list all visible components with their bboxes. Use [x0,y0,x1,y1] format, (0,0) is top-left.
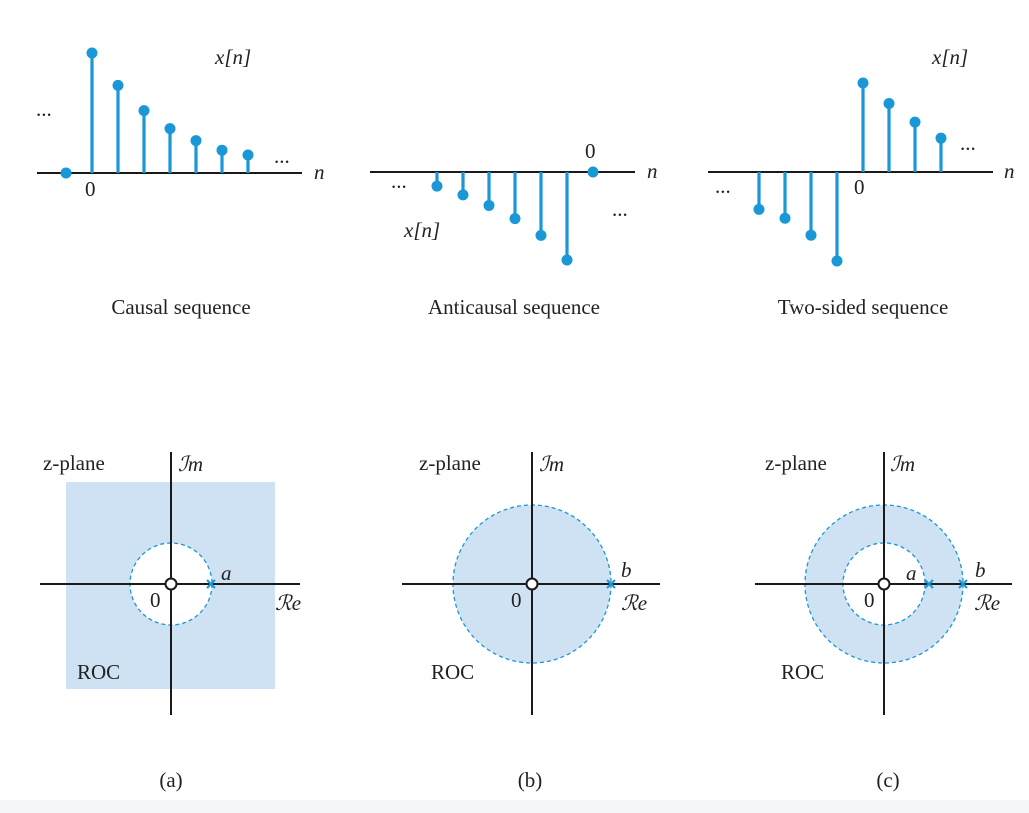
z-plane-a-re-label: ℛe [275,591,301,615]
anticausal-sample-2 [483,199,495,211]
z-plane-a-im-label: ℐm [178,452,203,476]
causal-stems [60,47,254,179]
twosided-sequence-panel: ... ... 0 n x[n] Two-sided sequence [708,45,1015,319]
anticausal-origin-label: 0 [585,139,596,163]
causal-sample-3 [138,105,150,117]
twosided-sample-5 [883,97,895,109]
z-plane-a-panel: z-plane ℐm ℛe 0 a ROC (a) [40,451,301,792]
anticausal-sequence-panel: ... ... 0 n x[n] Anticausal sequence [370,139,658,319]
twosided-signal-label: x[n] [931,45,968,69]
pole-a-marker-c [924,579,934,589]
anticausal-left-ellipsis: ... [391,169,407,193]
causal-caption: Causal sequence [111,295,250,319]
z-plane-c-pole-a-label: a [906,561,917,585]
twosided-n-axis-label: n [1004,159,1015,183]
z-plane-b-roc-label: ROC [431,660,474,684]
z-plane-c-roc-label: ROC [781,660,824,684]
anticausal-right-ellipsis: ... [612,197,628,221]
panel-label-c: (c) [876,768,899,792]
panel-label-a: (a) [159,768,182,792]
causal-sample-2 [112,79,124,91]
pole-a-marker [206,579,216,589]
twosided-sample-6 [909,116,921,128]
anticausal-sample-4 [535,229,547,241]
causal-sample-6 [216,144,228,156]
causal-sequence-panel: ... ... 0 n x[n] Causal sequence [36,45,325,319]
bottom-bar [0,800,1029,813]
causal-sample-5 [190,135,202,147]
z-plane-b-panel: z-plane ℐm ℛe 0 b ROC (b) [402,451,660,792]
twosided-sample-1 [779,212,791,224]
twosided-stems [753,77,947,267]
twosided-left-ellipsis: ... [715,174,731,198]
z-plane-c-origin-label: 0 [864,588,875,612]
panel-label-b: (b) [518,768,543,792]
causal-sample-4 [164,123,176,135]
z-plane-c-re-label: ℛe [974,591,1000,615]
z-plane-c-title: z-plane [765,451,827,475]
z-plane-b-im-label: ℐm [539,452,564,476]
anticausal-n-axis-label: n [647,159,658,183]
causal-right-ellipsis: ... [274,144,290,168]
z-plane-c-origin-zero [877,577,891,591]
z-plane-a-origin-zero [164,577,178,591]
z-plane-a-title: z-plane [43,451,105,475]
z-plane-c-pole-b-label: b [975,558,986,582]
causal-sample-7 [242,149,254,161]
z-plane-a-origin-label: 0 [150,588,161,612]
causal-origin-label: 0 [85,177,96,201]
causal-sample-0 [60,167,72,179]
z-plane-c-im-label: ℐm [890,452,915,476]
anticausal-sample-0 [431,180,443,192]
causal-left-ellipsis: ... [36,97,52,121]
twosided-caption: Two-sided sequence [778,295,949,319]
anticausal-sample-5 [561,254,573,266]
z-plane-b-origin-label: 0 [511,588,522,612]
pole-b-marker-c [958,579,968,589]
twosided-right-ellipsis: ... [960,131,976,155]
z-plane-a-roc-label: ROC [77,660,120,684]
twosided-sample-3 [831,255,843,267]
z-plane-b-pole-label: b [621,558,632,582]
anticausal-caption: Anticausal sequence [428,295,600,319]
twosided-sample-7 [935,132,947,144]
anticausal-sample-3 [509,213,521,225]
anticausal-stems [431,166,599,266]
anticausal-sample-1 [457,189,469,201]
z-plane-b-origin-zero [525,577,539,591]
z-plane-c-panel: z-plane ℐm ℛe 0 a b ROC (c) [755,451,1012,792]
z-plane-b-re-label: ℛe [621,591,647,615]
twosided-sample-0 [753,203,765,215]
causal-signal-label: x[n] [214,45,251,69]
causal-n-axis-label: n [314,160,325,184]
twosided-sample-2 [805,229,817,241]
pole-b-marker [606,579,616,589]
anticausal-sample-6 [587,166,599,178]
z-plane-a-pole-label: a [221,561,232,585]
anticausal-signal-label: x[n] [403,218,440,242]
z-plane-b-title: z-plane [419,451,481,475]
twosided-sample-4 [857,77,869,89]
twosided-origin-label: 0 [854,175,865,199]
causal-sample-1 [86,47,98,59]
